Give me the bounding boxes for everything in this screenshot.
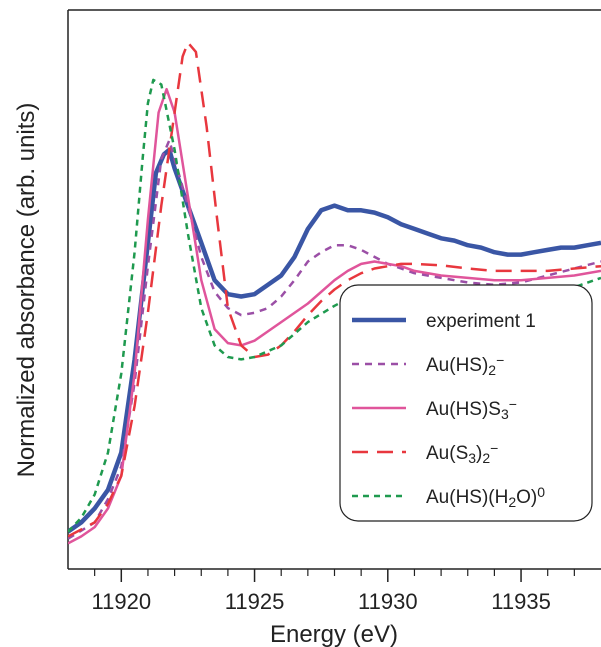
legend-label: Au(HS)2− bbox=[426, 352, 504, 378]
legend: experiment 1 Au(HS)2− Au(HS)S3− Au(S3)2− Au(… bbox=[339, 284, 593, 522]
x-tick-label: 11920 bbox=[92, 589, 152, 614]
series-layer bbox=[68, 41, 601, 545]
x-tick-label: 11930 bbox=[358, 589, 418, 614]
series-line bbox=[68, 87, 601, 545]
series-line bbox=[68, 78, 601, 533]
series-line bbox=[68, 147, 601, 534]
legend-label: Au(HS)S3− bbox=[426, 396, 517, 422]
x-tick-label: 11925 bbox=[225, 589, 285, 614]
legend-label: experiment 1 bbox=[426, 311, 536, 332]
y-axis-title: Normalized absorbance (arb. units) bbox=[13, 103, 40, 478]
x-tick-label: 11935 bbox=[491, 589, 551, 614]
legend-box bbox=[339, 284, 593, 522]
legend-label: Au(S3)2− bbox=[426, 440, 498, 466]
x-ticks: 11920 11925 11930 11935 bbox=[92, 569, 575, 614]
legend-label: Au(HS)(H2O)0 bbox=[426, 484, 545, 510]
series-line bbox=[68, 139, 601, 540]
x-axis-title: Energy (eV) bbox=[270, 621, 398, 647]
